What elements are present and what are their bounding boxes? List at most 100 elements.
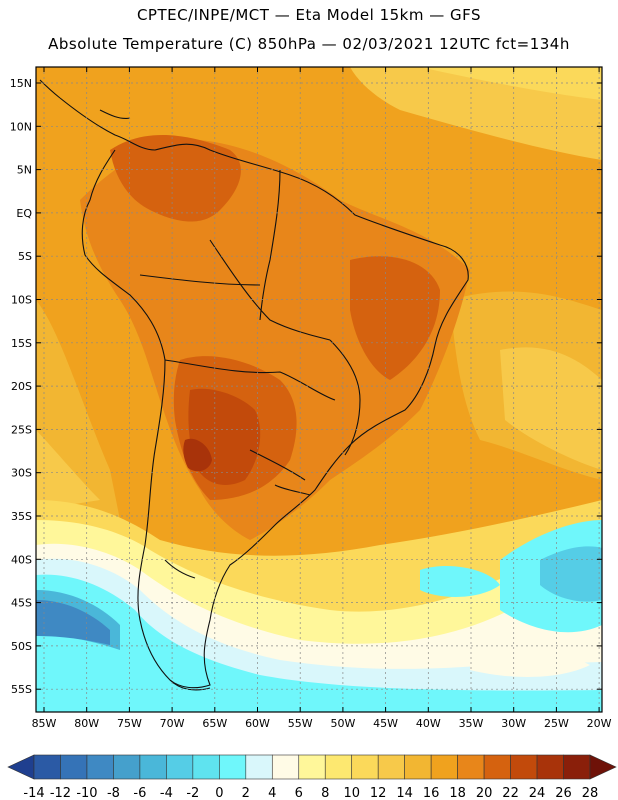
lat-label: 40S (11, 553, 32, 566)
colorbar-segment (324, 754, 353, 780)
title-line-2: Absolute Temperature (C) 850hPa — 02/03/… (48, 35, 570, 53)
lon-label: 30W (501, 717, 526, 730)
coastline-rio-plata (274, 484, 311, 496)
lon-label: 45W (373, 717, 398, 730)
coastline-south-america (59, 97, 469, 689)
colorbar-segment (377, 754, 405, 780)
lon-label: 25W (544, 717, 569, 730)
lat-label: 55S (11, 683, 32, 696)
colorbar-label: 10 (343, 786, 360, 800)
colorbar-segment (60, 754, 88, 780)
colorbar-label: -10 (76, 786, 97, 800)
colorbar-segment (430, 754, 458, 780)
colorbar-segment (113, 754, 141, 780)
border-5 (329, 339, 361, 456)
lat-label: 5N (17, 164, 32, 177)
colorbar-segment (563, 754, 591, 780)
field-atlantic-pocket (470, 645, 590, 677)
border-6 (249, 449, 306, 481)
colorbar-label: 4 (268, 786, 276, 800)
lat-label: 45S (11, 597, 32, 610)
field-atlantic-cold-2 (540, 546, 602, 602)
lon-label: 35W (459, 717, 484, 730)
lat-label: 5S (18, 250, 32, 263)
lat-label: 30S (11, 467, 32, 480)
border-1 (164, 359, 336, 401)
colorbar-segment (404, 754, 432, 780)
colorbar-labels: -14 -12 -10 -8 -6 -4 -2 0 2 4 6 8 10 12 14 16 18 20 22 24 26… (23, 786, 598, 800)
field-south-coldest (36, 574, 602, 712)
colorbar-label: 14 (396, 786, 413, 800)
lat-label: 10N (10, 120, 32, 133)
lat-label: EQ (16, 207, 32, 220)
colorbar-label: 24 (529, 786, 546, 800)
colorbar-segment (483, 754, 511, 780)
colorbar-label: 26 (555, 786, 572, 800)
colorbar-high-arrow (589, 754, 617, 780)
colorbar-label: -2 (186, 786, 199, 800)
colorbar-label: -8 (107, 786, 120, 800)
field-hottest-chaco (183, 438, 212, 472)
colorbar-segment (245, 754, 273, 780)
coastline-central-america (39, 79, 61, 99)
grid-lines (36, 67, 602, 712)
field-south-atlantic-light (500, 347, 602, 470)
field-atlantic-cold-3 (420, 565, 500, 597)
field-pacific-cold-2 (36, 600, 110, 645)
colorbar-label: 0 (215, 786, 223, 800)
lat-label: 35S (11, 510, 32, 523)
plot-frame (35, 66, 603, 713)
colorbar-segment (192, 754, 220, 780)
lat-label: 15S (11, 337, 32, 350)
colorbar-label: 20 (476, 786, 493, 800)
colorbar-segment (298, 754, 326, 780)
colorbar (7, 754, 617, 780)
field-pacific-light (36, 430, 100, 510)
lat-label: 10S (11, 294, 32, 307)
lat-label: 50S (11, 640, 32, 653)
colorbar-label: -4 (160, 786, 173, 800)
colorbar-segment (33, 754, 61, 780)
latitude-labels: 15N 10N 5N EQ 5S 10S 15S 20S 25S 30S 35S 40S 45S 50S 5… (10, 77, 33, 696)
colorbar-label: 8 (321, 786, 329, 800)
colorbar-segment (351, 754, 379, 780)
lon-label: 75W (117, 717, 142, 730)
colorbar-label: 6 (295, 786, 303, 800)
lon-label: 65W (202, 717, 227, 730)
colorbar-label: 12 (370, 786, 387, 800)
lon-label: 60W (245, 717, 270, 730)
colorbar-segment (166, 754, 194, 780)
longitude-labels: 85W 80W 75W 70W 65W 60W 55W 50W 45W 40W 35W 30W 25W 2… (32, 717, 612, 730)
lon-label: 50W (330, 717, 355, 730)
title-line-1: CPTEC/INPE/MCT — Eta Model 15km — GFS (136, 6, 482, 24)
lat-label: 20S (11, 380, 32, 393)
border-2 (209, 239, 331, 341)
colorbar-low-arrow (7, 754, 35, 780)
colorbar-segment (457, 754, 485, 780)
lon-label: 20W (587, 717, 612, 730)
colorbar-label: -12 (50, 786, 71, 800)
colorbar-segment (139, 754, 167, 780)
border-3 (139, 274, 261, 286)
field-hot-venezuela (110, 135, 241, 222)
field-hot-ne-brazil (350, 256, 440, 380)
border-7 (164, 559, 196, 579)
border-4 (259, 169, 281, 321)
lon-label: 85W (32, 717, 57, 730)
axis-ticks (36, 67, 602, 712)
coastline-tierra-del-fuego (169, 679, 211, 691)
lat-label: 15N (10, 77, 32, 90)
lon-label: 80W (74, 717, 99, 730)
field-north-atlantic-light (420, 67, 602, 100)
coastlines (39, 79, 469, 691)
colorbar-segment (510, 754, 538, 780)
colorbar-label: 28 (582, 786, 599, 800)
colorbar-label: -6 (133, 786, 146, 800)
colorbar-label: 16 (423, 786, 440, 800)
colorbar-label: 22 (502, 786, 519, 800)
lon-label: 40W (416, 717, 441, 730)
lat-label: 25S (11, 423, 32, 436)
colorbar-segment (86, 754, 114, 780)
lon-label: 55W (288, 717, 313, 730)
